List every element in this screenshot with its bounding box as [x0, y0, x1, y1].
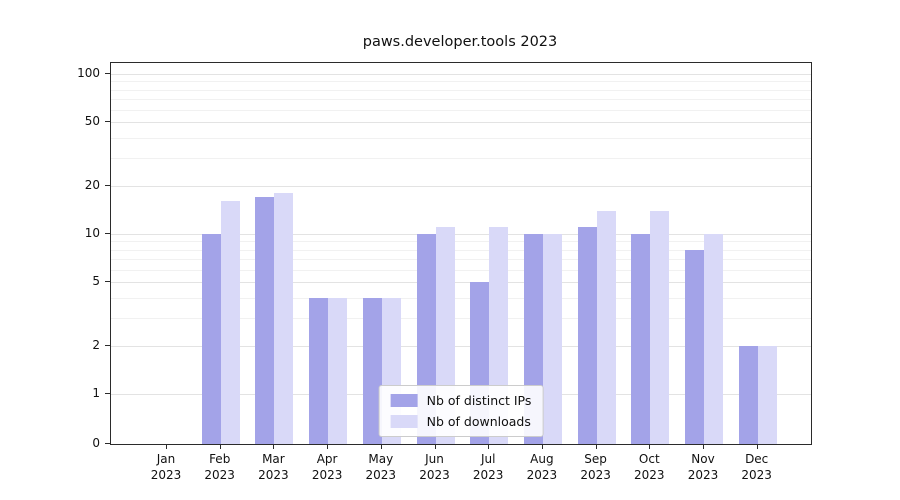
bar-nov-downloads: [704, 234, 723, 444]
bar-oct-downloads: [650, 210, 670, 444]
xtick-label-aug: Aug 2023: [526, 452, 558, 482]
bar-apr-downloads: [328, 297, 348, 444]
bar-may-distinct-ips: [362, 297, 382, 444]
gridline: [111, 137, 811, 139]
chart-title: paws.developer.tools 2023: [362, 34, 558, 50]
xtick-mark: [703, 444, 704, 449]
gridline: [111, 269, 811, 271]
bar-mar-downloads: [274, 193, 294, 444]
ytick-label: 50: [84, 114, 100, 129]
gridline: [111, 249, 811, 251]
xtick-mark: [380, 444, 382, 449]
gridline: [111, 241, 811, 243]
xtick-mark: [219, 444, 221, 449]
xtick-label-sep: Sep 2023: [580, 452, 611, 482]
bar-aug-downloads: [542, 234, 562, 444]
ytick-mark: [105, 233, 110, 234]
gridline: [111, 109, 811, 111]
legend-label-downloads: Nb of downloads: [426, 414, 531, 429]
plot-area: Nb of distinct IPs Nb of downloads: [110, 62, 812, 445]
gridline: [111, 258, 811, 260]
gridline: [111, 297, 811, 299]
xtick-label-jul: Jul 2023: [472, 452, 504, 482]
gridline: [111, 157, 811, 159]
xtick-mark: [273, 444, 275, 449]
ytick-mark: [105, 184, 110, 186]
legend-swatch-distinct-ips: [390, 394, 418, 407]
xtick-label-may: May 2023: [365, 452, 397, 482]
xtick-mark: [595, 444, 597, 449]
xtick-mark: [756, 444, 758, 449]
ytick-label: 0: [92, 436, 100, 450]
xtick-label-feb: Feb 2023: [204, 452, 235, 482]
ytick-label: 20: [84, 177, 100, 192]
ytick-mark: [105, 73, 110, 74]
gridline: [111, 74, 811, 75]
xtick-label-jun: Jun 2023: [419, 452, 450, 482]
gridline: [111, 81, 811, 83]
xtick-label-oct: Oct 2023: [634, 452, 665, 482]
legend-item-distinct-ips: Nb of distinct IPs: [390, 393, 532, 408]
bar-sep-downloads: [596, 210, 616, 444]
ytick-mark: [105, 281, 110, 283]
bar-oct-distinct-ips: [631, 234, 651, 444]
gridline: [111, 282, 811, 284]
xtick-mark: [434, 444, 436, 449]
gridline: [111, 98, 811, 100]
legend: Nb of distinct IPs Nb of downloads: [378, 385, 544, 437]
xtick-mark: [541, 444, 543, 449]
xtick-label-dec: Dec 2023: [741, 452, 772, 482]
bar-nov-distinct-ips: [685, 249, 704, 444]
xtick-label-mar: Mar 2023: [258, 452, 289, 482]
bar-feb-distinct-ips: [201, 234, 221, 444]
ytick-mark: [105, 121, 110, 123]
gridline: [111, 122, 811, 124]
bar-feb-downloads: [220, 201, 240, 444]
ytick-mark: [105, 344, 110, 346]
ytick-label: 10: [84, 226, 100, 240]
xtick-label-apr: Apr 2023: [311, 452, 343, 482]
bar-dec-distinct-ips: [738, 345, 758, 444]
gridline: [111, 89, 811, 91]
gridline: [111, 185, 811, 187]
xtick-mark: [327, 444, 329, 449]
xtick-mark: [649, 444, 651, 449]
legend-item-downloads: Nb of downloads: [390, 414, 532, 429]
xtick-mark: [166, 444, 167, 449]
gridline: [111, 345, 811, 347]
ytick-label: 2: [92, 337, 100, 352]
ytick-label: 100: [77, 66, 100, 80]
ytick-mark: [105, 443, 110, 444]
legend-swatch-downloads: [390, 415, 418, 428]
gridline: [111, 234, 811, 235]
legend-label-distinct-ips: Nb of distinct IPs: [426, 393, 532, 408]
xtick-label-jan: Jan 2023: [150, 452, 182, 482]
ytick-label: 1: [92, 386, 100, 400]
ytick-label: 5: [92, 274, 100, 289]
ytick-mark: [105, 393, 110, 394]
bar-sep-distinct-ips: [577, 227, 597, 444]
bar-dec-downloads: [757, 345, 777, 444]
gridline: [111, 317, 811, 319]
bar-apr-distinct-ips: [309, 297, 329, 444]
xtick-label-nov: Nov 2023: [687, 452, 719, 482]
bar-mar-distinct-ips: [255, 197, 275, 444]
xtick-mark: [488, 444, 490, 449]
